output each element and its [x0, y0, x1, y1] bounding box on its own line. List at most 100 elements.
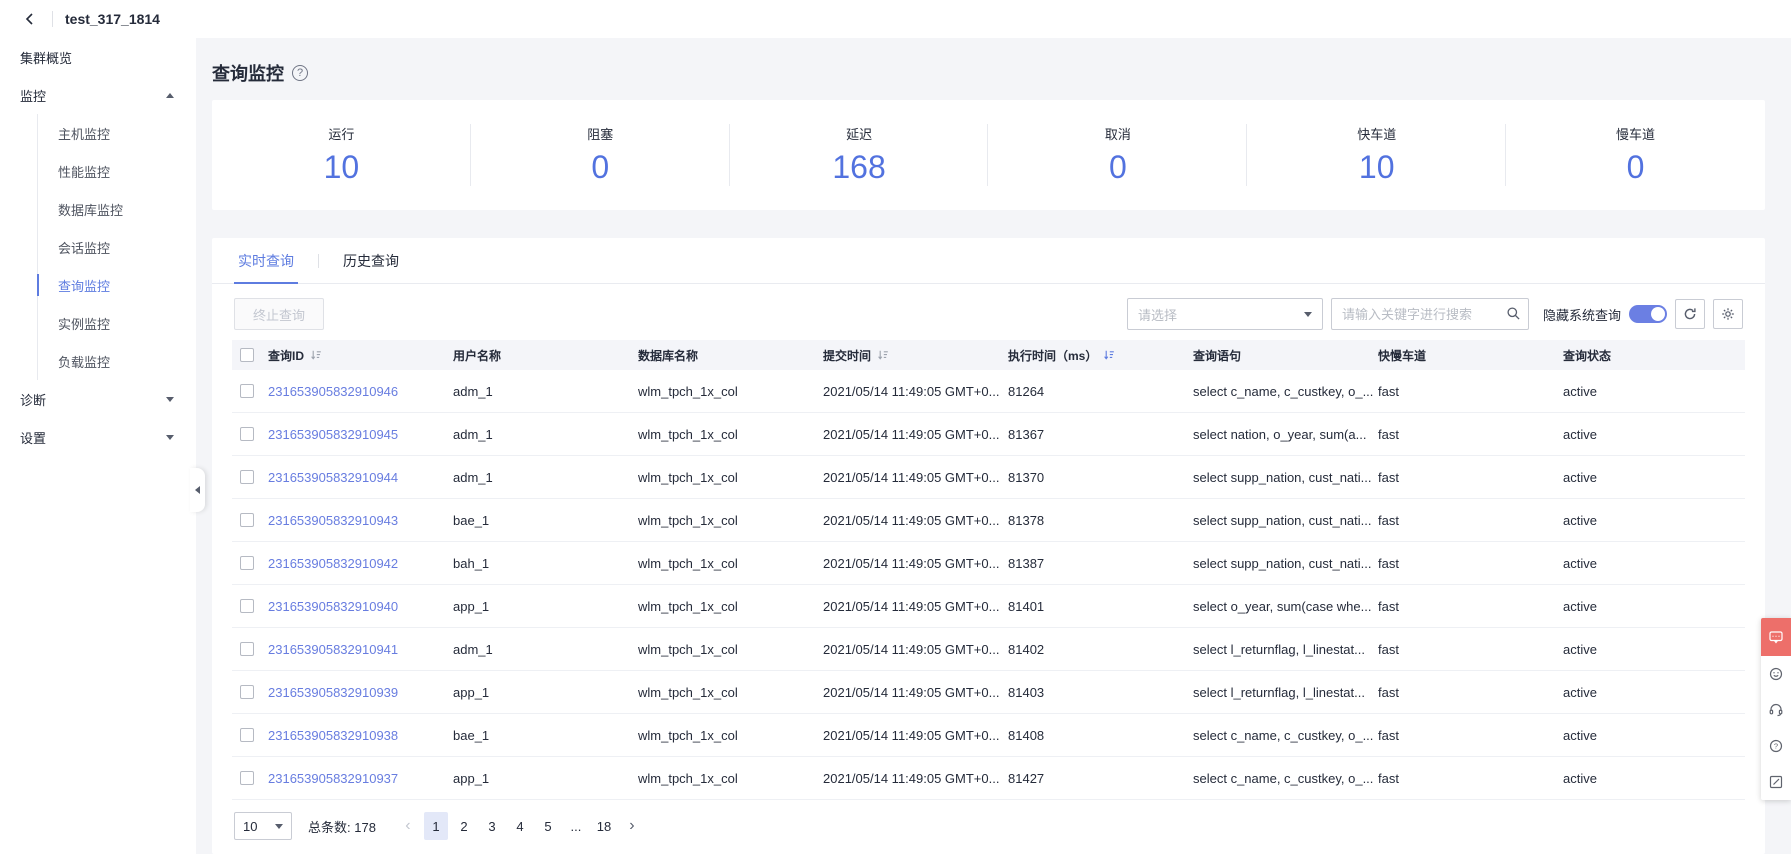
sidebar-group-monitor[interactable]: 监控 [0, 76, 196, 114]
filter-select[interactable]: 请选择 [1126, 298, 1323, 330]
query-id-link[interactable]: 231653905832910941 [268, 641, 399, 657]
page-number[interactable]: 5 [544, 818, 552, 834]
sort-icon[interactable] [877, 349, 889, 361]
pagination: 10 总条数: 178 ‹ 1 2 3 [234, 812, 1743, 840]
query-id-link[interactable]: 231653905832910937 [268, 770, 399, 786]
feedback-chat-button[interactable] [1761, 618, 1791, 656]
column-label: 执行时间（ms） [1008, 348, 1098, 363]
query-id-link[interactable]: 231653905832910946 [268, 383, 399, 399]
user-name-cell: app_1 [453, 684, 490, 700]
query-id-link[interactable]: 231653905832910943 [268, 512, 399, 528]
row-checkbox[interactable] [240, 685, 254, 699]
exec-time-cell: 81264 [1008, 383, 1045, 399]
column-label: 快慢车道 [1378, 348, 1427, 363]
sort-icon-active[interactable] [1103, 349, 1115, 361]
back-button[interactable] [20, 9, 40, 29]
select-all-checkbox[interactable] [240, 348, 254, 362]
refresh-button[interactable] [1675, 299, 1705, 329]
sidebar-subitem[interactable]: 查询监控 [37, 266, 196, 304]
search-icon[interactable] [1506, 306, 1521, 321]
column-header-sql[interactable]: 查询语句 [1193, 347, 1378, 364]
row-checkbox[interactable] [240, 771, 254, 785]
next-page-button[interactable]: › [629, 817, 635, 834]
stat-block: 取消 0 [988, 100, 1248, 210]
submit-time-cell: 2021/05/14 11:49:05 GMT+0... [823, 641, 1000, 657]
column-header-exec-time[interactable]: 执行时间（ms） [1008, 347, 1193, 364]
sidebar-subitem[interactable]: 负载监控 [58, 354, 111, 370]
help-center-button[interactable]: ? [1761, 728, 1791, 764]
prev-page-button[interactable]: ‹ [405, 817, 411, 834]
database-cell: wlm_tpch_1x_col [638, 512, 738, 528]
row-checkbox[interactable] [240, 427, 254, 441]
back-chevron-icon [25, 13, 33, 25]
sidebar-group-settings[interactable]: 设置 [0, 418, 196, 456]
page-number[interactable]: 18 [596, 818, 612, 834]
column-header-query-id[interactable]: 查询ID [268, 347, 453, 364]
user-name-cell: app_1 [453, 598, 490, 614]
sql-cell: select supp_nation, cust_nati... [1193, 512, 1372, 528]
column-header-user[interactable]: 用户名称 [453, 347, 638, 364]
stat-block: 阻塞 0 [471, 100, 730, 210]
column-header-lane[interactable]: 快慢车道 [1378, 347, 1563, 364]
support-button[interactable] [1761, 692, 1791, 728]
sidebar-collapse-handle[interactable] [190, 468, 205, 512]
hide-system-query-toggle[interactable] [1629, 305, 1667, 323]
row-checkbox[interactable] [240, 728, 254, 742]
stat-value: 10 [323, 149, 360, 185]
sidebar-item-cluster-overview[interactable]: 集群概览 [0, 38, 196, 76]
row-checkbox[interactable] [240, 470, 254, 484]
page-number[interactable]: 2 [460, 818, 468, 834]
sidebar-subitem[interactable]: 实例监控 [58, 316, 111, 332]
table-row: 231653905832910946 adm_1 wlm_tpch_1x_col… [232, 370, 1745, 413]
row-checkbox[interactable] [240, 599, 254, 613]
row-checkbox[interactable] [240, 513, 254, 527]
sidebar-subitem[interactable]: 会话监控 [58, 240, 111, 256]
page-size-select[interactable]: 10 [234, 812, 292, 840]
database-cell: wlm_tpch_1x_col [638, 770, 738, 786]
stat-label: 延迟 [846, 127, 873, 142]
column-label: 提交时间 [823, 348, 872, 363]
page-number[interactable]: 1 [423, 812, 448, 840]
sql-cell: select c_name, c_custkey, o_... [1193, 770, 1374, 786]
terminate-query-button[interactable]: 终止查询 [234, 298, 325, 330]
main-content: 查询监控 运行 10 阻塞 0 延迟 168 [196, 38, 1791, 854]
search-input[interactable] [1330, 298, 1529, 330]
row-checkbox[interactable] [240, 556, 254, 570]
sort-icon[interactable] [310, 349, 322, 361]
page-number[interactable]: 3 [488, 818, 496, 834]
chevron-up-icon [166, 92, 174, 98]
sidebar-subitem[interactable]: 性能监控 [58, 164, 111, 180]
query-id-link[interactable]: 231653905832910940 [268, 598, 399, 614]
lane-cell: fast [1378, 555, 1399, 571]
lane-cell: fast [1378, 727, 1399, 743]
row-checkbox-cell [232, 470, 268, 484]
column-header-submit-time[interactable]: 提交时间 [823, 347, 1008, 364]
sidebar-subitem[interactable]: 主机监控 [58, 126, 111, 142]
sidebar-group-diagnosis[interactable]: 诊断 [0, 380, 196, 418]
sidebar-group-label: 监控 [20, 88, 47, 104]
satisfaction-button[interactable] [1761, 656, 1791, 692]
query-id-link[interactable]: 231653905832910945 [268, 426, 399, 442]
row-checkbox[interactable] [240, 384, 254, 398]
query-id-link[interactable]: 231653905832910938 [268, 727, 399, 743]
help-icon[interactable] [292, 65, 308, 81]
query-id-link[interactable]: 231653905832910939 [268, 684, 399, 700]
column-header-database[interactable]: 数据库名称 [638, 347, 823, 364]
row-checkbox-cell [232, 513, 268, 527]
column-settings-button[interactable] [1713, 299, 1743, 329]
stat-value: 0 [1626, 149, 1645, 185]
sidebar-subitem[interactable]: 数据库监控 [58, 202, 124, 218]
tab-realtime-query[interactable]: 实时查询 [234, 238, 298, 284]
page-number[interactable]: 4 [516, 818, 524, 834]
survey-button[interactable] [1761, 764, 1791, 800]
query-id-link[interactable]: 231653905832910944 [268, 469, 399, 485]
table-row: 231653905832910945 adm_1 wlm_tpch_1x_col… [232, 413, 1745, 456]
sql-cell: select supp_nation, cust_nati... [1193, 469, 1372, 485]
cluster-name: test_317_1814 [65, 11, 160, 27]
tab-history-query[interactable]: 历史查询 [343, 252, 399, 269]
column-header-status[interactable]: 查询状态 [1563, 347, 1745, 364]
row-checkbox[interactable] [240, 642, 254, 656]
query-id-link[interactable]: 231653905832910942 [268, 555, 399, 571]
database-cell: wlm_tpch_1x_col [638, 426, 738, 442]
page-number[interactable]: ... [570, 818, 582, 834]
